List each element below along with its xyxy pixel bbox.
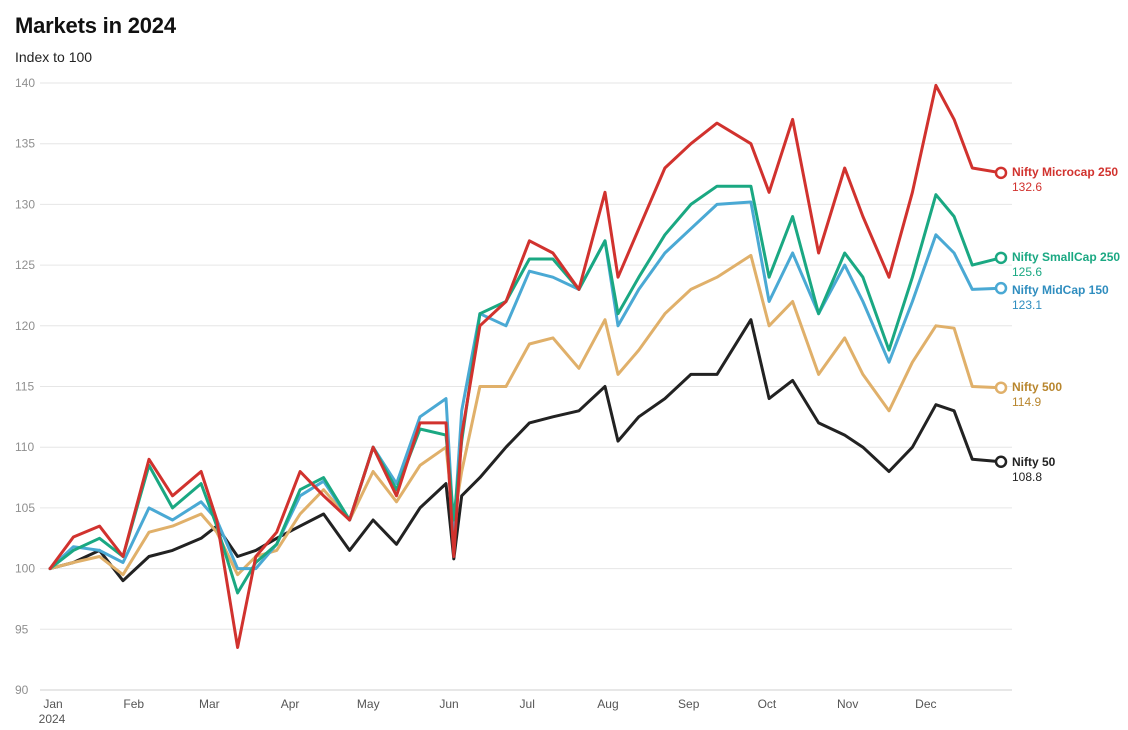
y-tick-label: 90 [15,683,29,697]
series-label-nifty-microcap-250: Nifty Microcap 250 [1012,165,1118,179]
x-tick-label: Aug [597,697,618,711]
y-tick-label: 140 [15,76,35,90]
y-tick-label: 95 [15,622,29,636]
y-tick-label: 135 [15,137,35,151]
x-tick-label: Oct [758,697,777,711]
x-year-label: 2024 [39,712,66,726]
x-tick-label: May [357,697,380,711]
x-tick-label: Nov [837,697,858,711]
chart-title: Markets in 2024 [15,13,176,38]
x-tick-label: Sep [678,697,700,711]
series-line-nifty-microcap-250 [48,83,1003,649]
y-tick-label: 125 [15,258,35,272]
x-tick-label: Jun [439,697,458,711]
y-tick-label: 115 [15,380,34,394]
x-tick-label: Dec [915,697,936,711]
series-end-value-nifty-smallcap-250: 125.6 [1012,265,1042,279]
end-marker-nifty-midcap-150 [994,281,1008,295]
y-tick-label: 130 [15,197,35,211]
y-tick-label: 105 [15,501,35,515]
series-end-value-nifty-midcap-150: 123.1 [1012,298,1042,312]
x-tick-label: Jul [520,697,535,711]
end-marker-nifty-500 [994,381,1008,394]
series-label-nifty-500: Nifty 500 [1012,380,1062,394]
x-tick-label: Apr [281,697,300,711]
x-tick-label: Feb [123,697,144,711]
y-tick-label: 100 [15,562,35,576]
y-tick-label: 110 [15,440,34,454]
series-line-nifty-500 [48,253,1003,577]
end-marker-nifty-microcap-250 [994,166,1008,180]
series-label-nifty-midcap-150: Nifty MidCap 150 [1012,283,1109,297]
end-marker-nifty-50 [994,455,1008,469]
series-end-value-nifty-500: 114.9 [1012,395,1041,409]
end-marker-nifty-smallcap-250 [994,251,1008,265]
x-tick-label: Jan [43,697,62,711]
y-tick-label: 120 [15,319,35,333]
series-line-nifty-midcap-150 [48,200,1003,571]
series-line-nifty-50 [48,318,1003,583]
series-end-value-nifty-microcap-250: 132.6 [1012,180,1042,194]
series-label-nifty-50: Nifty 50 [1012,455,1056,469]
chart-subtitle: Index to 100 [15,49,93,65]
series-label-nifty-smallcap-250: Nifty SmallCap 250 [1012,250,1120,264]
x-tick-label: Mar [199,697,220,711]
series-end-value-nifty-50: 108.8 [1012,470,1042,484]
